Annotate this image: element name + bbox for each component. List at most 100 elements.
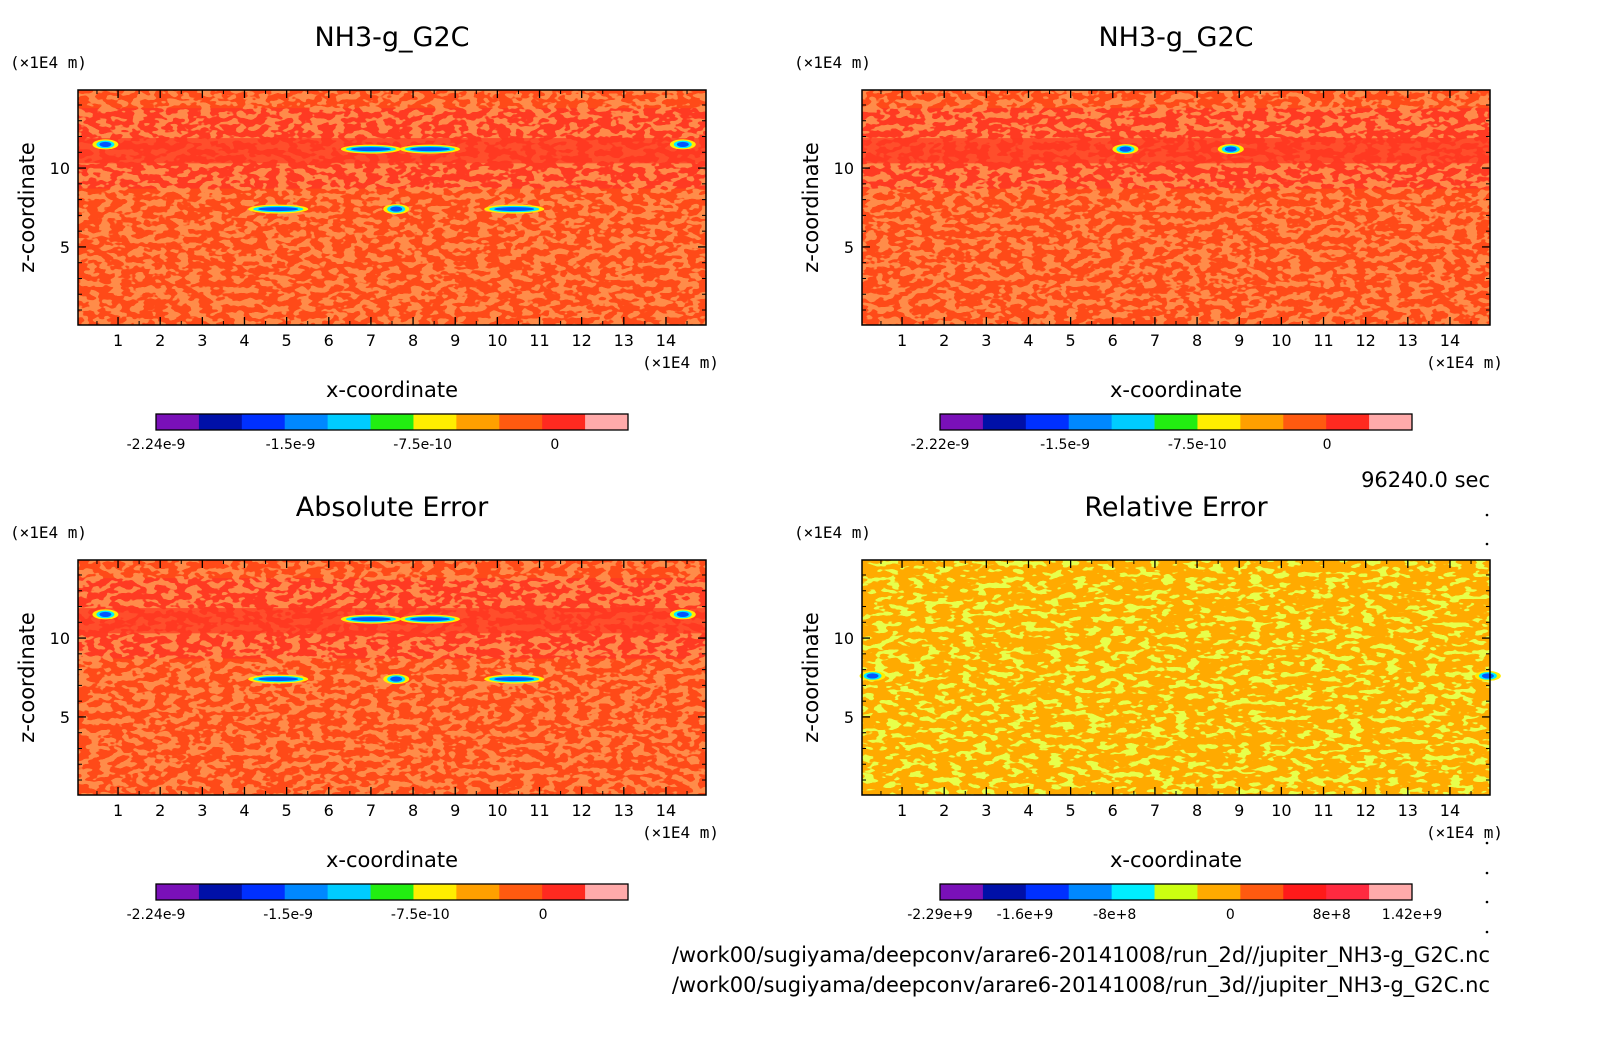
colorbar-frame [155, 883, 629, 901]
x-tick-label: 10 [1271, 331, 1291, 350]
field-feature-streak [248, 204, 309, 214]
colorbar-tick-label: -7.5e-10 [1168, 437, 1227, 453]
colorbar-tick-label: -7.5e-10 [393, 437, 452, 453]
x-tick-label: 7 [366, 331, 376, 350]
colorbar-swatch [1068, 414, 1113, 430]
field-feature-blob [859, 670, 886, 681]
feature-core [409, 147, 450, 152]
y-tick-label: 5 [60, 238, 70, 257]
field-feature-blob [1217, 144, 1244, 155]
colorbar-swatch [1111, 414, 1156, 430]
y-axis-label: z-coordinate [799, 142, 823, 273]
field-band-mid [862, 138, 1490, 164]
x-tick-label: 3 [981, 801, 991, 820]
colorbar-swatch [327, 414, 372, 430]
colorbar-swatch [413, 884, 457, 900]
field-feature-blob [669, 139, 696, 150]
x-tick-label: 8 [408, 331, 418, 350]
x-tick-label: 12 [1355, 801, 1375, 820]
x-tick-label: 11 [1313, 331, 1333, 350]
colorbar-swatch [241, 884, 286, 900]
colorbar: -2.29e+9 -1.6e+9 -8e+8 0 8e+8 1.42e+9 [907, 883, 1442, 923]
feature-core [494, 677, 535, 682]
y-tick-label: 5 [844, 708, 854, 727]
colorbar-swatch [1197, 884, 1241, 900]
colorbar-swatch [585, 884, 629, 900]
field-mottle [862, 90, 1490, 325]
x-axis-label: x-coordinate [1110, 378, 1242, 402]
colorbar-tick-label: -2.29e+9 [907, 907, 972, 923]
colorbar-tick-label: -2.24e-9 [127, 437, 186, 453]
colorbar-swatch [1240, 884, 1284, 900]
colorbar-frame [939, 883, 1413, 901]
panel-bottom-right: Relative Error(×1E4 m)1 2 3 4 5 6 7 8 9 10 11 12 13 1… [794, 492, 1503, 923]
feature-core [1224, 146, 1237, 152]
x-tick-label: 6 [324, 331, 334, 350]
x-tick-label: 14 [656, 801, 676, 820]
y-tick-label: 10 [834, 159, 854, 178]
colorbar-swatch [1111, 884, 1156, 900]
x-tick-label: 5 [1066, 331, 1076, 350]
colorbar-swatch [542, 414, 586, 430]
feature-core [390, 676, 403, 682]
x-tick-label: 7 [1150, 331, 1160, 350]
x-tick-label: 2 [939, 331, 949, 350]
colorbar-swatch [940, 414, 984, 430]
colorbar-tick-label: -8e+8 [1093, 907, 1136, 923]
field-mottle [862, 560, 1490, 795]
feature-core [350, 147, 391, 152]
colorbar-swatch [1369, 414, 1413, 430]
colorbar-swatch [542, 884, 586, 900]
x-tick-label: 13 [1398, 801, 1418, 820]
y-axis-label: z-coordinate [799, 612, 823, 743]
x-tick-label: 12 [571, 801, 591, 820]
colorbar-swatch [284, 414, 329, 430]
y-unit-label: (×1E4 m) [794, 523, 871, 542]
colorbar-tick-label: -1.5e-9 [263, 907, 313, 923]
panel-top-right: NH3-g_G2C(×1E4 m)1 2 3 4 5 6 7 8 9 10 11 12 13 14510(… [794, 22, 1503, 453]
file-path-2d: /work00/sugiyama/deepconv/arare6-2014100… [672, 943, 1490, 968]
feature-core [1119, 146, 1132, 152]
colorbar-swatch [1326, 884, 1370, 900]
x-tick-label: 9 [1234, 331, 1244, 350]
feature-core [1481, 673, 1494, 679]
x-tick-label: 8 [408, 801, 418, 820]
colorbar-swatch [1025, 884, 1070, 900]
colorbar-swatch [327, 884, 372, 900]
y-tick-label: 10 [50, 629, 70, 648]
x-tick-label: 8 [1192, 331, 1202, 350]
x-tick-label: 5 [282, 331, 292, 350]
field-feature-streak [484, 204, 545, 214]
field-feature-streak [484, 674, 545, 684]
x-tick-label: 2 [939, 801, 949, 820]
field-feature-blob [1474, 670, 1501, 681]
colorbar-tick-label: 8e+8 [1313, 907, 1351, 923]
chart-title: NH3-g_G2C [1098, 22, 1253, 53]
field-feature-blob [669, 609, 696, 620]
margin-dots [1485, 513, 1489, 934]
file-path-3d: /work00/sugiyama/deepconv/arare6-2014100… [672, 973, 1490, 998]
x-tick-label: 13 [614, 801, 634, 820]
y-unit-label: (×1E4 m) [794, 53, 871, 72]
x-axis-label: x-coordinate [326, 378, 458, 402]
field-feature-blob [1112, 144, 1139, 155]
feature-core [390, 206, 403, 212]
x-tick-label: 4 [239, 801, 249, 820]
x-tick-label: 6 [1108, 331, 1118, 350]
x-unit-label: (×1E4 m) [1426, 353, 1503, 372]
y-unit-label: (×1E4 m) [10, 523, 87, 542]
panel-bottom-left: Absolute Error(×1E4 m)1 2 3 4 5 6 7 8 9 10 11 12 13 1… [10, 492, 719, 923]
x-tick-label: 12 [571, 331, 591, 350]
colorbar-swatch [456, 884, 500, 900]
x-tick-label: 1 [113, 331, 123, 350]
feature-core [258, 677, 299, 682]
x-tick-label: 5 [282, 801, 292, 820]
heatmap-field [859, 560, 1501, 795]
feature-core [409, 617, 450, 622]
x-tick-label: 3 [197, 801, 207, 820]
colorbar-swatch [370, 414, 414, 430]
colorbar-swatch [241, 414, 286, 430]
colorbar-swatch [1326, 414, 1370, 430]
colorbar-tick-label: -1.5e-9 [1040, 437, 1090, 453]
